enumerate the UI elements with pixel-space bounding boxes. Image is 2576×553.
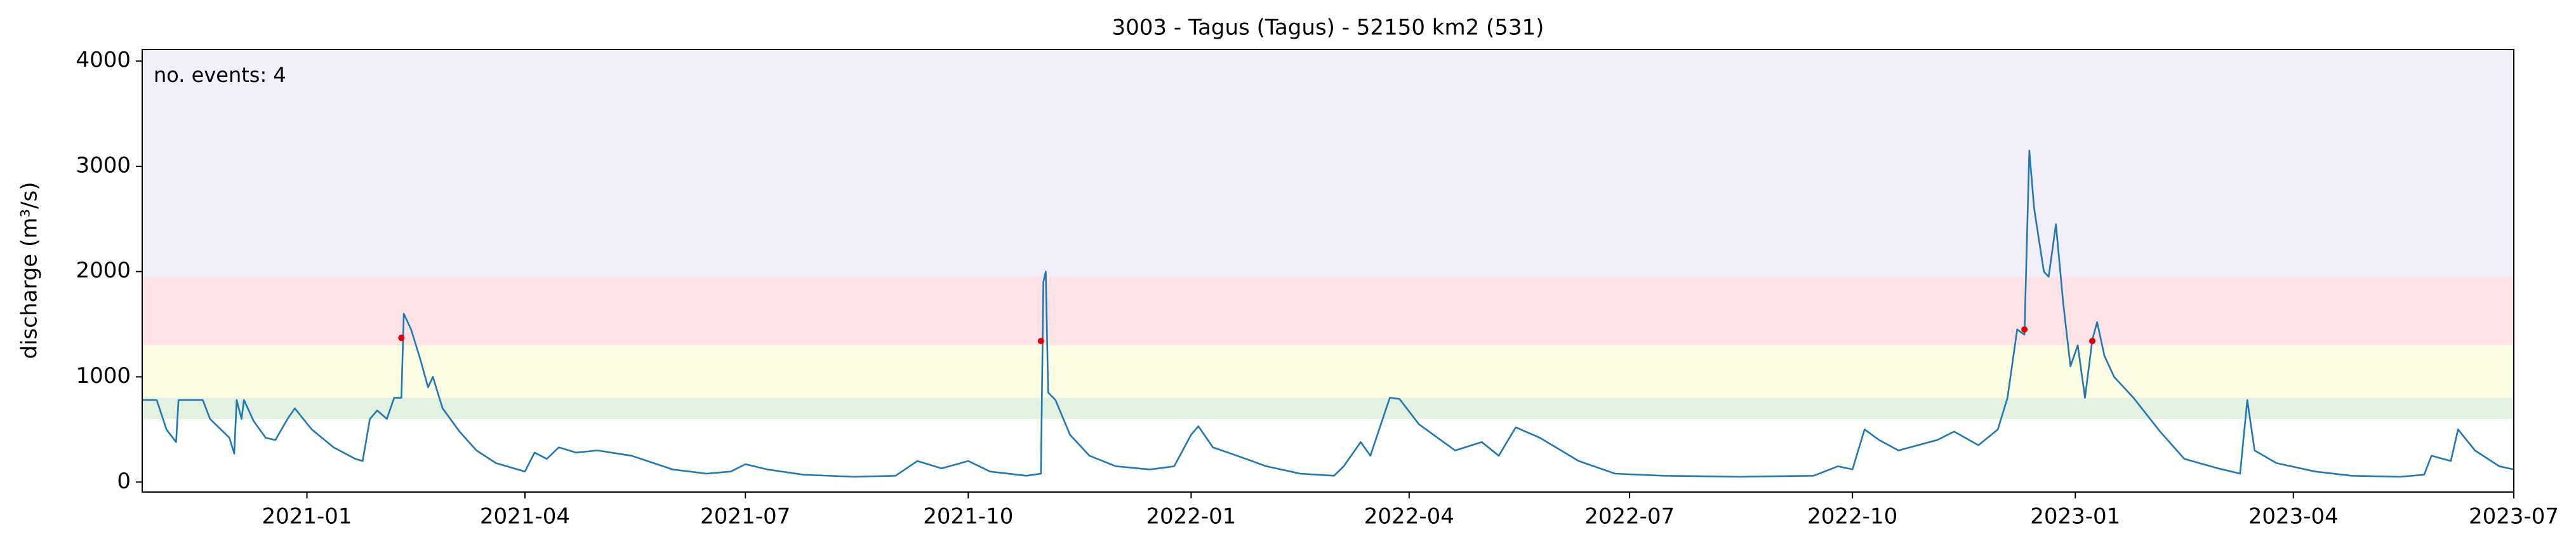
x-tick-label: 2022-10 [1807,504,1897,530]
y-axis-label: discharge (m³/s) [17,182,43,359]
x-tick-label: 2022-01 [1146,504,1236,530]
x-tick-label: 2021-07 [700,504,790,530]
x-tick-label: 2023-07 [2469,504,2559,530]
chart-title: 3003 - Tagus (Tagus) - 52150 km2 (531) [1112,15,1544,41]
threshold-band [142,397,2514,419]
x-tick-label: 2021-04 [480,504,570,530]
event-point [2088,338,2095,345]
y-tick-label: 2000 [76,258,131,283]
y-tick-label: 1000 [76,363,131,389]
event-count: no. events: 4 [154,63,286,87]
y-tick-label: 4000 [76,48,131,73]
discharge-line [142,149,2514,478]
event-point [1037,338,1044,345]
event-point [2021,326,2028,333]
threshold-band [142,277,2514,345]
threshold-band [142,345,2514,398]
event-point [398,335,405,342]
x-tick-label: 2021-10 [923,504,1013,530]
y-tick-label: 0 [117,469,131,494]
y-tick-label: 3000 [76,152,131,178]
threshold-band [142,50,2514,277]
x-tick-label: 2022-07 [1584,504,1675,530]
x-tick-label: 2022-04 [1364,504,1454,530]
x-tick-label: 2023-04 [2248,504,2339,530]
plot-frame [142,49,2514,493]
x-tick-label: 2021-01 [262,504,352,530]
x-tick-label: 2023-01 [2030,504,2120,530]
